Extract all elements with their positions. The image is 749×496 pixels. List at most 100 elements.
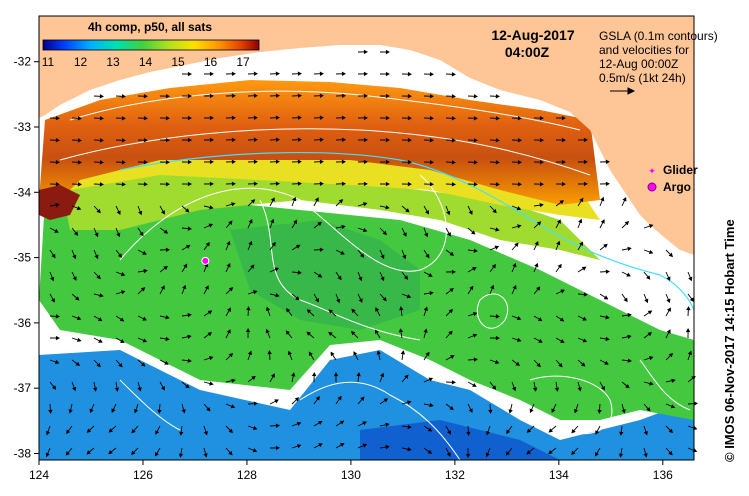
velocity-arrow-head	[207, 332, 213, 337]
velocity-arrow-head	[209, 137, 214, 143]
velocity-arrow-head	[580, 362, 586, 367]
velocity-arrow-head	[99, 160, 104, 165]
velocity-arrow-head	[380, 254, 385, 260]
legend-line: and velocities for	[599, 43, 689, 57]
velocity-arrow-head	[270, 218, 275, 224]
velocity-arrow-head	[491, 264, 496, 269]
velocity-arrow-head	[407, 93, 412, 99]
velocity-arrow-head	[319, 137, 324, 142]
velocity-arrow-head	[666, 298, 671, 304]
velocity-arrow-head	[561, 115, 566, 121]
velocity-arrow-head	[226, 329, 231, 334]
velocity-arrow-head	[383, 398, 389, 403]
velocity-arrow-head	[648, 224, 654, 229]
velocity-arrow-head	[494, 245, 500, 250]
velocity-arrow-head	[646, 407, 651, 412]
velocity-arrow-head	[517, 160, 522, 165]
velocity-arrow-head	[429, 138, 434, 143]
velocity-arrow-head	[465, 453, 471, 458]
velocity-arrow-head	[512, 386, 517, 392]
velocity-arrow-head	[297, 270, 302, 275]
velocity-arrow-head	[72, 254, 77, 260]
velocity-arrow-head	[291, 372, 296, 377]
velocity-arrow-head	[385, 137, 390, 143]
y-tick-label: -37	[14, 381, 32, 395]
velocity-arrow-head	[294, 397, 300, 402]
x-tick-label: 132	[445, 468, 465, 482]
velocity-arrow-head	[121, 182, 126, 187]
velocity-arrow-head	[583, 159, 588, 165]
velocity-arrow-head	[668, 352, 674, 358]
velocity-arrow-head	[75, 296, 80, 301]
velocity-arrow-head	[228, 220, 233, 225]
velocity-arrow-head	[647, 310, 653, 315]
velocity-arrow-head	[253, 93, 258, 98]
velocity-arrow-head	[143, 182, 148, 187]
velocity-arrow-head	[274, 399, 279, 404]
velocity-arrow-head	[380, 372, 385, 378]
velocity-arrow-head	[406, 294, 412, 299]
velocity-arrow-head	[647, 332, 652, 337]
velocity-arrow-head	[429, 160, 434, 165]
velocity-arrow-head	[619, 431, 624, 436]
velocity-arrow-head	[428, 272, 433, 277]
velocity-arrow-head	[97, 317, 103, 322]
velocity-arrow-head	[514, 242, 519, 248]
velocity-arrow-head	[488, 409, 493, 414]
velocity-arrow-head	[142, 316, 147, 321]
velocity-arrow-head	[495, 94, 500, 99]
velocity-arrow-head	[51, 253, 56, 259]
velocity-arrow-head	[577, 387, 582, 392]
velocity-arrow-head	[425, 210, 429, 215]
velocity-arrow-head	[643, 430, 648, 436]
velocity-arrow-head	[131, 428, 136, 434]
velocity-arrow-head	[595, 430, 600, 435]
argo-marker-icon	[647, 182, 657, 192]
velocity-arrow-head	[376, 350, 381, 355]
velocity-arrow-head	[382, 296, 387, 302]
velocity-arrow-head	[446, 452, 451, 457]
colorbar-tick-label: 16	[204, 55, 218, 69]
mid-water-patch	[230, 220, 420, 330]
velocity-arrow-head	[96, 208, 101, 214]
velocity-arrow-head	[579, 241, 584, 247]
velocity-arrow-head	[403, 275, 409, 280]
velocity-arrow-head	[670, 404, 676, 409]
velocity-arrow-head	[536, 221, 542, 226]
velocity-arrow-head	[492, 208, 497, 214]
velocity-arrow-head	[548, 449, 553, 455]
velocity-arrow-head	[668, 450, 673, 456]
velocity-arrow-head	[55, 202, 60, 208]
velocity-arrow-head	[451, 160, 456, 165]
velocity-arrow-head	[253, 159, 258, 164]
velocity-arrow-head	[55, 160, 60, 165]
velocity-arrow-head	[187, 71, 192, 77]
velocity-arrow-head	[75, 361, 81, 366]
velocity-arrow-head	[140, 287, 146, 292]
velocity-arrow-head	[341, 181, 346, 187]
velocity-arrow-head	[228, 287, 234, 292]
velocity-arrow-head	[671, 378, 676, 383]
velocity-arrow-head	[470, 230, 476, 235]
velocity-arrow-head	[287, 350, 292, 356]
velocity-arrow-head	[99, 116, 104, 121]
velocity-arrow-head	[208, 223, 214, 228]
velocity-arrow-head	[429, 290, 434, 296]
velocity-arrow-head	[271, 241, 276, 247]
velocity-arrow-head	[560, 339, 565, 343]
velocity-arrow-head	[423, 328, 428, 333]
y-tick-label: -32	[14, 55, 32, 69]
x-tick-label: 128	[237, 468, 257, 482]
velocity-arrow-head	[187, 358, 192, 363]
velocity-arrow-head	[275, 181, 280, 186]
velocity-arrow-head	[55, 138, 60, 143]
velocity-arrow-head	[285, 330, 290, 335]
velocity-arrow-head	[559, 317, 565, 322]
velocity-arrow-head	[583, 137, 588, 143]
velocity-arrow-head	[163, 265, 168, 271]
velocity-arrow-head	[425, 351, 430, 357]
velocity-arrow-head	[468, 210, 473, 215]
velocity-arrow-head	[353, 351, 358, 356]
plot-frame	[38, 15, 695, 461]
velocity-arrow-head	[473, 116, 478, 121]
